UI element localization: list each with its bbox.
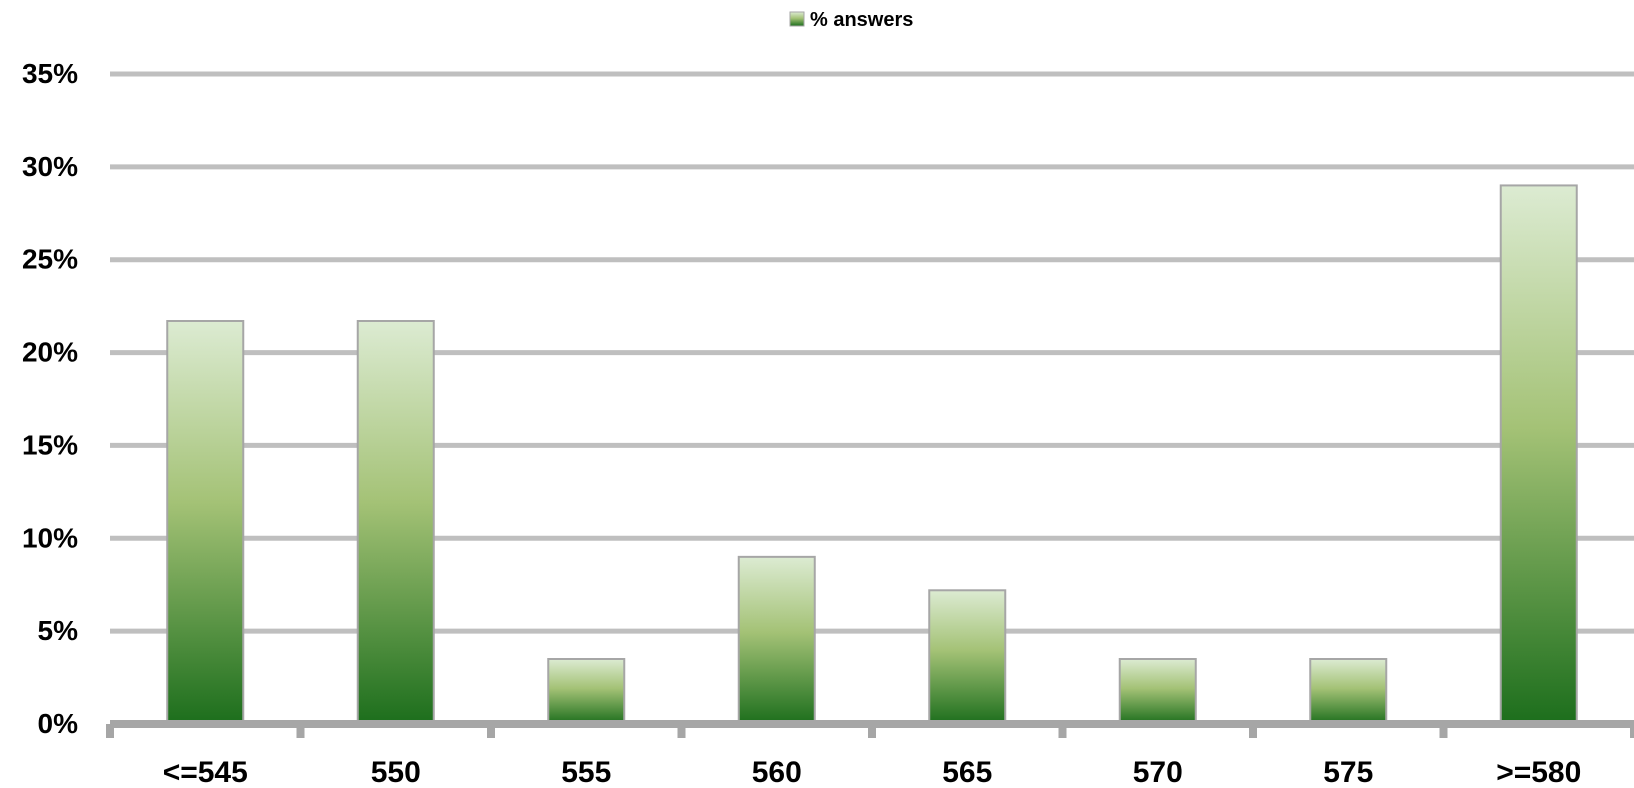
y-tick-label: 0% xyxy=(38,708,79,739)
legend-swatch xyxy=(789,11,805,27)
x-tick-label: 560 xyxy=(752,756,802,788)
legend-label: % answers xyxy=(810,9,913,31)
y-tick-label: 30% xyxy=(22,151,78,182)
bar xyxy=(1309,658,1388,725)
x-axis xyxy=(106,720,1634,738)
x-tick-label: 570 xyxy=(1133,756,1183,788)
y-tick-label: 5% xyxy=(38,615,79,646)
bars xyxy=(166,184,1578,725)
y-tick-label: 15% xyxy=(22,429,78,460)
bar xyxy=(1118,658,1197,725)
bar xyxy=(356,320,435,725)
y-tick-label: 35% xyxy=(22,58,78,89)
x-tick-label: 575 xyxy=(1323,756,1373,788)
gridlines xyxy=(110,71,1634,634)
y-tick-label: 20% xyxy=(22,337,78,368)
x-tick-label: 555 xyxy=(561,756,611,788)
x-tick-label: 565 xyxy=(942,756,992,788)
bar xyxy=(928,589,1007,725)
legend: % answers xyxy=(789,9,913,31)
bar xyxy=(1499,184,1578,725)
bar xyxy=(547,658,626,725)
y-axis-tick-labels: 0% 5% 10% 15% 20% 25% 30% 35% xyxy=(22,58,78,739)
bar xyxy=(737,555,816,725)
x-axis-tick-labels: <=545 550 555 560 565 570 575 >=580 xyxy=(163,756,1582,788)
x-tick-label: 550 xyxy=(371,756,421,788)
y-tick-label: 25% xyxy=(22,244,78,275)
bar xyxy=(166,320,245,725)
x-tick-label: <=545 xyxy=(163,756,248,788)
x-tick-label: >=580 xyxy=(1496,756,1581,788)
y-tick-label: 10% xyxy=(22,522,78,553)
